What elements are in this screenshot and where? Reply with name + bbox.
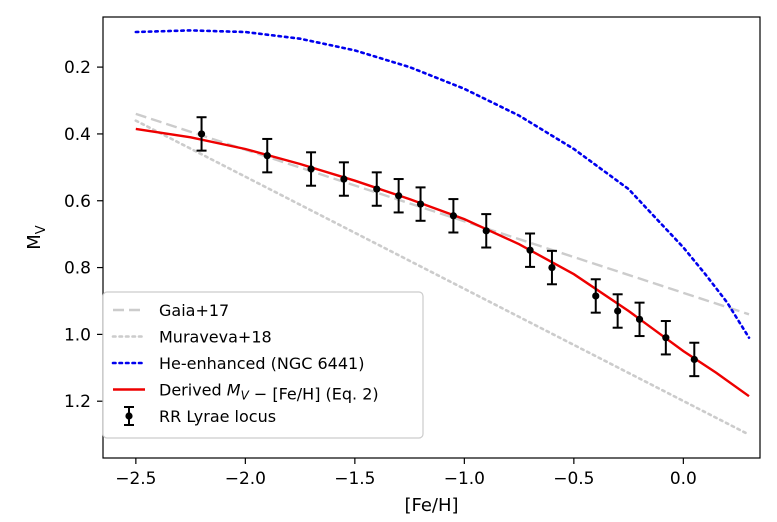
y-tick-label-2: 0.6 (64, 192, 91, 212)
y-axis: 0.2 0.4 0.6 0.8 1.0 1.2 (64, 58, 103, 412)
x-tick-label-1: −2.0 (225, 469, 266, 489)
y-axis-label: MV (24, 225, 49, 250)
series-line-1 (134, 119, 751, 436)
data-point-7 (449, 212, 457, 220)
x-tick-label-5: 0.0 (670, 469, 697, 489)
y-tick-label-4: 1.0 (64, 325, 91, 345)
y-tick-label-0: 0.2 (64, 58, 91, 78)
rr-lyrae-points (196, 116, 700, 378)
legend-entry-3: Derived MV − [Fe/H] (Eq. 2) (113, 381, 379, 404)
x-axis: −2.5 −2.0 −1.5 −1.0 −0.5 0.0 (115, 458, 697, 489)
x-tick-label-3: −1.0 (444, 469, 485, 489)
plot-frame (102, 16, 761, 459)
data-point-10 (548, 263, 556, 272)
y-axis-label-sub: V (34, 225, 49, 234)
data-point-0 (197, 130, 206, 138)
data-point-15 (690, 355, 698, 364)
legend: Gaia+17 Muraveva+18 He-enhanced (NGC 6441)… (102, 291, 424, 439)
legend-label-1: Muraveva+18 (159, 328, 272, 347)
legend-box (102, 291, 424, 439)
legend-entry-1: Muraveva+18 (111, 328, 272, 347)
series-line-2 (134, 29, 751, 340)
x-tick-label-4: −0.5 (553, 469, 594, 489)
legend-label-0: Gaia+17 (159, 301, 229, 320)
y-axis-label-main: M (24, 234, 45, 250)
plot-content (134, 29, 751, 436)
y-tick-label-1: 0.4 (64, 125, 91, 145)
legend-entry-2: He-enhanced (NGC 6441) (111, 354, 364, 373)
data-point-6 (416, 200, 425, 208)
legend-label-3: Derived MV − [Fe/H] (Eq. 2) (159, 381, 379, 404)
legend-swatch-dot-4 (125, 412, 133, 420)
series-line-0 (135, 112, 750, 316)
data-point-2 (307, 165, 315, 173)
data-point-13 (635, 315, 644, 323)
data-point-3 (340, 175, 348, 183)
y-tick-label-5: 1.2 (64, 392, 91, 412)
legend-label-4: RR Lyrae locus (159, 407, 276, 426)
data-point-14 (662, 334, 670, 342)
x-axis-label: [Fe/H] (404, 495, 458, 516)
series-line-3 (135, 127, 750, 398)
data-point-11 (592, 292, 600, 300)
data-point-5 (395, 192, 403, 200)
y-tick-label-3: 0.8 (64, 259, 91, 279)
x-tick-label-0: −2.5 (115, 469, 156, 489)
legend-label-2: He-enhanced (NGC 6441) (159, 354, 364, 373)
legend-entry-4: RR Lyrae locus (124, 406, 276, 426)
data-point-9 (526, 246, 534, 254)
data-point-1 (263, 152, 271, 160)
legend-entry-0: Gaia+17 (113, 301, 229, 320)
data-point-12 (614, 307, 622, 315)
data-point-4 (373, 185, 381, 193)
x-tick-label-2: −1.5 (334, 469, 375, 489)
data-point-8 (482, 227, 490, 235)
